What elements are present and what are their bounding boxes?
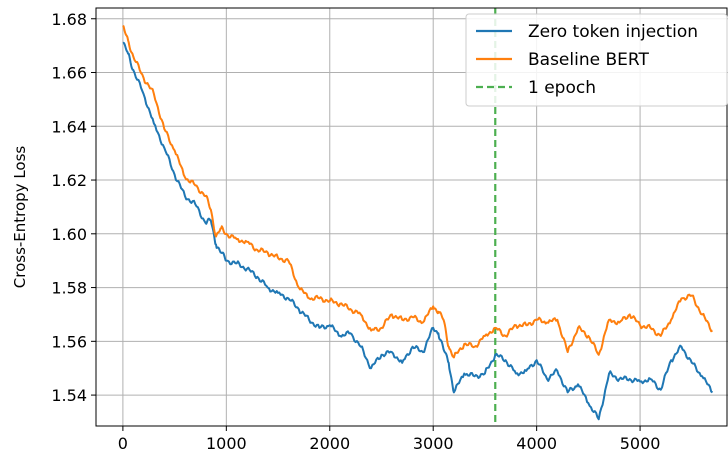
legend-label-epoch: 1 epoch <box>528 78 596 98</box>
y-tick-label: 1.66 <box>51 64 87 83</box>
x-tick-label: 2000 <box>309 434 350 453</box>
y-tick-label: 1.58 <box>51 279 87 298</box>
series-lines <box>122 25 714 421</box>
y-tick-label: 1.68 <box>51 10 87 29</box>
series-line-zero-token <box>122 41 714 421</box>
legend: Zero token injection Baseline BERT 1 epo… <box>465 13 728 107</box>
x-tick-label: 0 <box>118 434 128 453</box>
x-axis-ticks: 0 1000 2000 3000 4000 5000 <box>118 426 661 453</box>
plot-frame <box>95 7 728 427</box>
series-line-baseline-bert <box>122 25 713 359</box>
x-tick-label: 3000 <box>413 434 454 453</box>
x-tick-label: 4000 <box>516 434 557 453</box>
legend-box <box>465 13 728 107</box>
y-tick-label: 1.62 <box>51 171 87 190</box>
x-tick-label: 5000 <box>620 434 661 453</box>
y-axis-label: Cross-Entropy Loss <box>11 146 29 289</box>
legend-label-zero-token: Zero token injection <box>528 22 698 42</box>
y-tick-label: 1.60 <box>51 225 87 244</box>
y-tick-label: 1.54 <box>51 386 87 405</box>
y-axis-ticks: 1.54 1.56 1.58 1.60 1.62 1.64 1.66 1.68 <box>51 10 96 405</box>
y-tick-label: 1.64 <box>51 117 87 136</box>
x-tick-label: 1000 <box>206 434 247 453</box>
y-tick-label: 1.56 <box>51 332 87 351</box>
legend-label-baseline-bert: Baseline BERT <box>528 50 649 70</box>
